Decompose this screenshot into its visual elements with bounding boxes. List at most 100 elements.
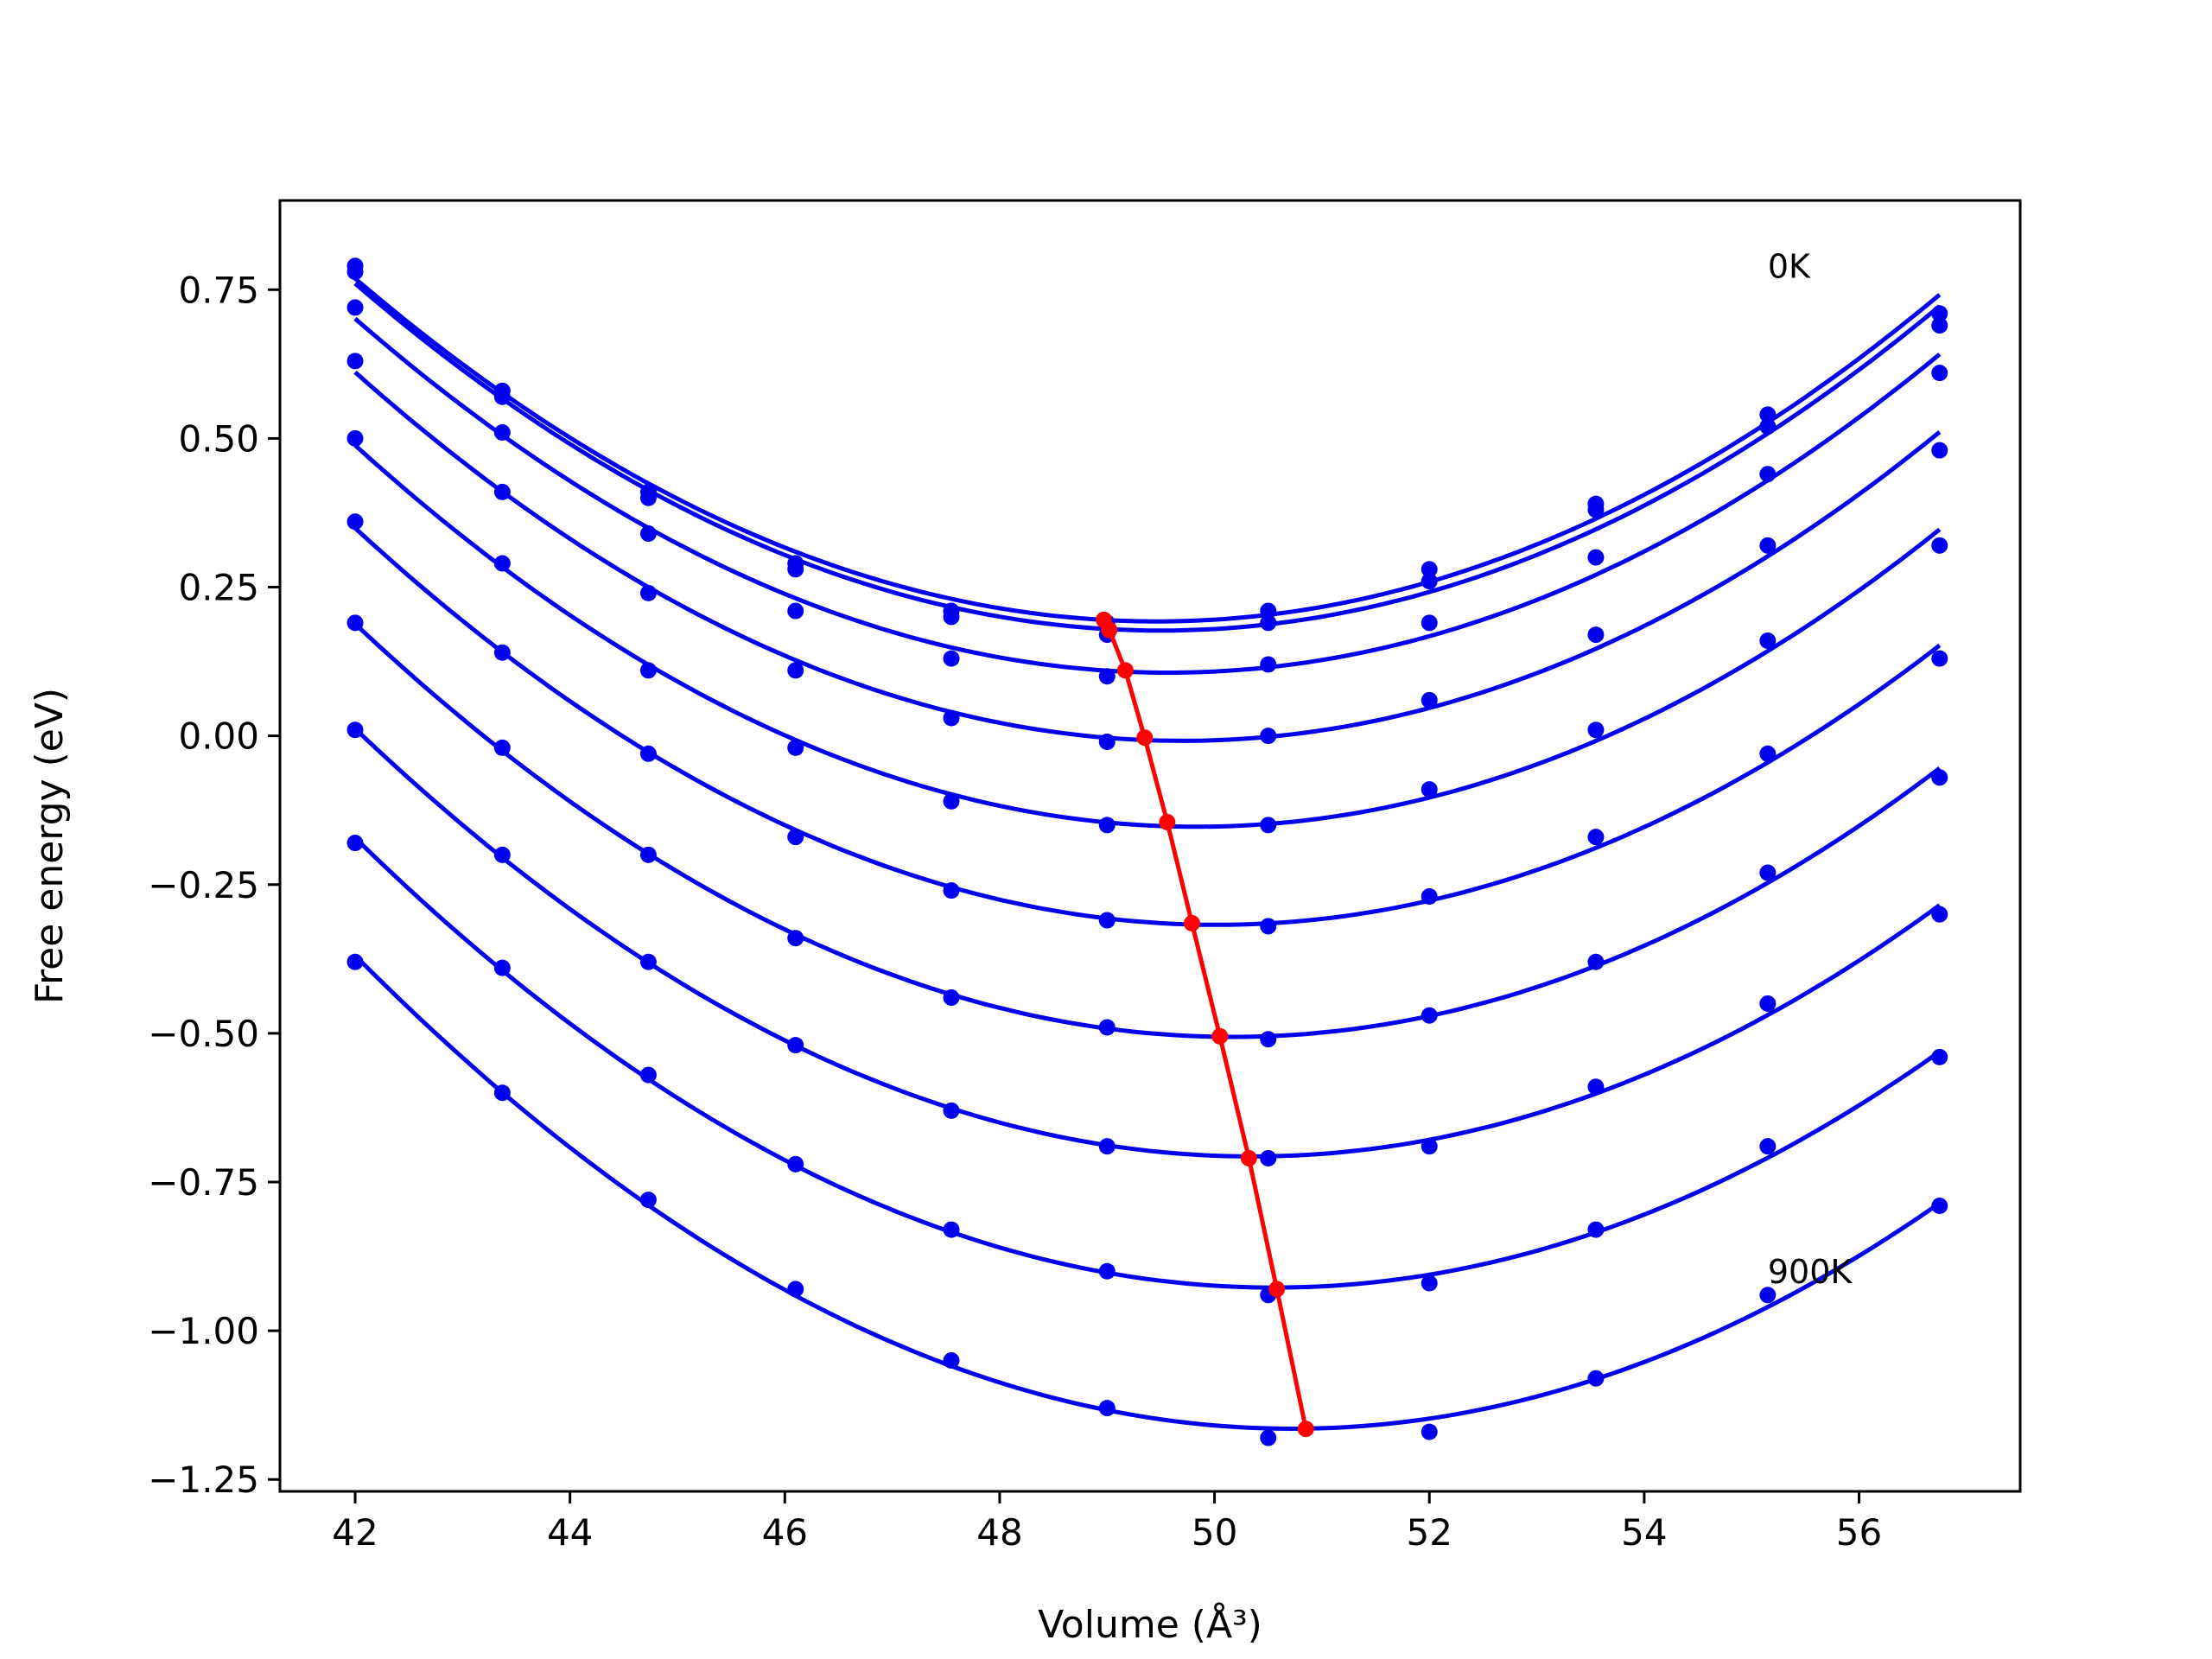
data-point-8-3 [787,1155,804,1173]
data-point-1-7 [1421,573,1438,590]
data-point-7-2 [639,953,657,970]
data-point-6-9 [1759,864,1777,881]
equilibrium-point-1 [1101,621,1118,639]
data-point-9-5 [1098,1400,1116,1417]
fit-curve-1 [353,282,1942,633]
data-point-3-7 [1421,691,1438,709]
data-point-9-8 [1587,1370,1605,1387]
data-point-3-5 [1098,734,1116,751]
data-point-6-5 [1098,1019,1116,1036]
equilibrium-point-4 [1159,813,1176,830]
data-point-8-7 [1421,1274,1438,1292]
data-point-9-9 [1759,1287,1777,1304]
x-tick-label-56: 56 [1836,1511,1882,1554]
data-point-5-7 [1421,888,1438,906]
plot-frame [278,199,2022,1493]
data-point-7-7 [1421,1138,1438,1155]
fit-curve-4 [353,443,1942,830]
data-point-6-4 [943,989,960,1007]
x-tick-label-50: 50 [1192,1511,1237,1554]
data-point-1-6 [1260,614,1277,632]
fit-curve-7 [353,727,1942,1159]
data-point-4-3 [787,739,804,756]
data-point-3-8 [1587,626,1605,644]
y-tick-label-7: −1.00 [148,1310,259,1352]
data-point-5-10 [1931,650,1948,667]
data-point-8-10 [1931,1048,1948,1065]
y-tick-label-2: 0.25 [178,567,259,609]
data-point-7-1 [493,846,511,863]
data-point-6-3 [787,930,804,947]
data-point-2-7 [1421,614,1438,632]
data-point-3-9 [1759,537,1777,554]
annotation-0: 0K [1768,248,1811,286]
equilibrium-point-2 [1116,662,1134,679]
data-point-9-6 [1260,1429,1277,1446]
data-point-0-7 [1421,561,1438,578]
data-point-3-4 [943,709,960,727]
data-point-2-4 [943,650,960,667]
data-point-2-1 [493,424,511,442]
data-point-6-6 [1260,1031,1277,1048]
data-point-1-3 [787,561,804,578]
data-point-3-3 [787,662,804,679]
equilibrium-line [1102,619,1308,1430]
data-point-7-8 [1587,1078,1605,1096]
data-point-2-10 [1931,365,1948,382]
equilibrium-point-7 [1240,1149,1257,1166]
data-point-8-1 [493,959,511,976]
data-point-7-9 [1759,995,1777,1012]
y-tick-label-8: −1.25 [148,1459,259,1501]
y-tick-label-6: −0.75 [148,1161,259,1204]
data-point-1-4 [943,608,960,626]
x-tick-label-52: 52 [1407,1511,1452,1554]
fit-curve-0 [353,276,1942,624]
data-point-1-10 [1931,317,1948,334]
fit-curve-6 [353,622,1942,1039]
fit-curve-5 [353,526,1942,927]
data-point-6-7 [1421,1007,1438,1024]
data-point-4-2 [639,662,657,679]
data-point-1-1 [493,388,511,405]
data-point-0-9 [1759,406,1777,423]
data-point-0-6 [1260,602,1277,620]
data-point-4-5 [1098,817,1116,834]
y-tick-label-3: 0.00 [178,715,259,758]
plot-layer [346,257,1948,1446]
data-point-8-0 [346,835,364,852]
y-tick-label-1: 0.50 [178,417,259,460]
data-point-5-6 [1260,918,1277,935]
x-tick-label-48: 48 [976,1511,1022,1554]
data-point-6-0 [346,614,364,632]
data-point-1-0 [346,264,364,281]
data-point-5-4 [943,882,960,899]
data-point-5-9 [1759,745,1777,762]
data-point-5-1 [493,644,511,661]
data-point-2-2 [639,525,657,543]
data-point-6-10 [1931,769,1948,786]
data-point-6-1 [493,739,511,756]
data-point-8-2 [639,1066,657,1084]
data-point-9-2 [639,1192,657,1209]
data-point-7-6 [1260,1149,1277,1166]
data-point-5-2 [639,745,657,762]
data-point-4-10 [1931,537,1948,554]
data-point-3-2 [639,584,657,601]
data-point-9-7 [1421,1423,1438,1440]
x-axis-label: Volume (Å³) [1038,1601,1262,1647]
data-point-7-3 [787,1037,804,1054]
data-point-3-0 [346,353,364,370]
data-point-3-6 [1260,728,1277,745]
y-axis-label: Free energy (eV) [28,688,72,1004]
data-point-8-5 [1098,1262,1116,1280]
data-point-4-8 [1587,721,1605,739]
y-tick-label-4: −0.25 [148,864,259,906]
x-tick-label-54: 54 [1621,1511,1667,1554]
data-point-3-10 [1931,442,1948,459]
data-point-2-6 [1260,656,1277,673]
data-point-9-10 [1931,1198,1948,1215]
data-point-8-8 [1587,1221,1605,1238]
data-point-5-3 [787,829,804,846]
x-tick-label-42: 42 [332,1511,378,1554]
